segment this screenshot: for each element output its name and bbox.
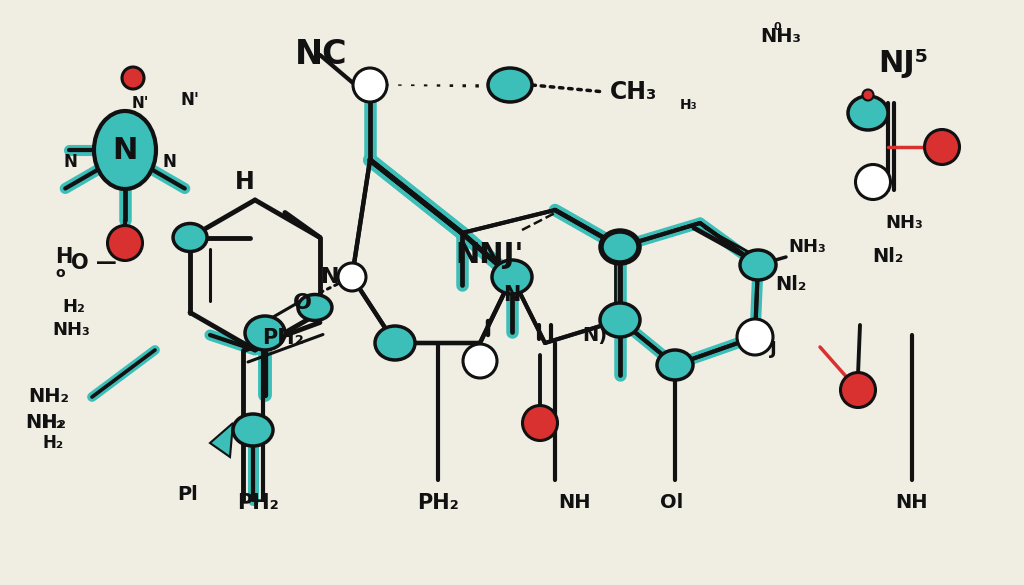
Ellipse shape [488,68,532,102]
Text: CH₃: CH₃ [610,80,657,104]
Ellipse shape [298,294,332,321]
Circle shape [353,68,387,102]
Ellipse shape [600,230,640,264]
Text: N: N [162,153,176,171]
Ellipse shape [848,96,888,130]
Text: o: o [55,266,65,280]
Circle shape [522,405,557,441]
Text: PH₂: PH₂ [262,328,304,348]
Polygon shape [210,423,233,457]
Text: Ol: Ol [660,494,684,512]
Text: N: N [504,285,520,305]
Text: NH₃: NH₃ [885,214,923,232]
Ellipse shape [492,260,532,294]
Text: NH₂: NH₂ [28,387,69,407]
Text: PH₂: PH₂ [417,493,459,513]
Text: O: O [293,293,311,313]
Text: H₂: H₂ [42,434,63,452]
Circle shape [925,129,959,164]
Text: Pl: Pl [177,486,199,504]
Text: NH: NH [896,494,928,512]
Circle shape [122,67,144,89]
Text: NH: NH [559,494,591,512]
Text: NH₃: NH₃ [52,321,90,339]
Ellipse shape [173,223,207,252]
Text: N: N [113,136,137,164]
Text: PH₂: PH₂ [238,493,279,513]
Ellipse shape [245,316,285,350]
Text: H₂: H₂ [42,414,63,432]
Text: N': N' [180,91,199,109]
Text: Nl₂: Nl₂ [775,276,806,294]
Text: NH₃: NH₃ [788,238,825,256]
Text: H: H [236,170,255,194]
Text: J: J [770,340,776,358]
Text: NNJ': NNJ' [455,241,523,269]
Text: O —: O — [71,253,117,273]
Ellipse shape [600,303,640,337]
Text: N': N' [131,95,148,111]
Text: 0: 0 [774,22,781,32]
Text: NH₃: NH₃ [760,27,801,46]
Text: N: N [321,267,339,287]
Ellipse shape [94,111,156,189]
Text: NC: NC [295,39,347,71]
Text: Nl₂: Nl₂ [872,247,903,267]
Circle shape [737,319,773,355]
Text: NH₂: NH₂ [25,414,66,432]
Circle shape [108,225,142,260]
Circle shape [463,344,497,378]
Ellipse shape [233,414,273,446]
Ellipse shape [740,250,776,280]
Circle shape [338,263,366,291]
Text: NJ⁵: NJ⁵ [878,49,928,77]
Text: H: H [55,247,73,267]
Circle shape [862,90,873,101]
Circle shape [855,164,891,199]
Ellipse shape [375,326,415,360]
Ellipse shape [657,350,693,380]
Text: H₃: H₃ [680,98,697,112]
Circle shape [841,373,876,408]
Ellipse shape [602,232,638,262]
Text: N: N [63,153,77,171]
Text: N): N) [583,325,607,345]
Text: H₂: H₂ [62,298,85,316]
